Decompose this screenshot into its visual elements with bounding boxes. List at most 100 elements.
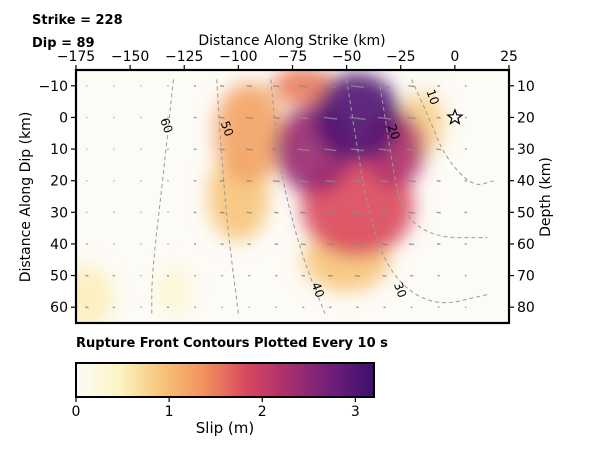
slip-vector — [408, 85, 415, 88]
slip-patch — [273, 70, 334, 105]
slip-vector — [219, 148, 225, 151]
x-tick-label: −100 — [219, 49, 257, 65]
slip-vector — [378, 148, 391, 152]
y-axis-left-ticks: −10 0 10 20 30 40 50 60 — [38, 79, 76, 316]
x-tick-label: −150 — [111, 49, 149, 65]
slip-vector — [298, 116, 309, 120]
slip-vector — [219, 211, 225, 214]
dip-tick-label: 20 — [50, 174, 68, 190]
y-axis-left-title: Distance Along Dip (km) — [18, 112, 34, 283]
x-tick-label: −125 — [165, 49, 203, 65]
hypocenter-star-icon — [446, 108, 464, 125]
slip-patch — [314, 73, 401, 162]
rupture-contour-label: 20 — [384, 122, 402, 141]
plot-background — [76, 70, 509, 323]
rupture-front-contours — [151, 79, 494, 314]
depth-tick-label: 50 — [517, 205, 535, 221]
slip-vector — [298, 85, 308, 88]
contour-caption: Rupture Front Contours Plotted Every 10 … — [76, 336, 388, 351]
slip-vector — [407, 179, 416, 183]
slip-vector — [406, 148, 417, 151]
slip-vector — [324, 148, 337, 152]
colorbar-tick-label: 3 — [351, 404, 360, 420]
x-tick-label: −175 — [57, 49, 95, 65]
x-tick-label: 25 — [500, 49, 518, 65]
x-axis-title: Distance Along Strike (km) — [198, 33, 385, 49]
slip-vector — [273, 85, 280, 88]
slip-vector — [272, 116, 280, 119]
rupture-contour-label: 30 — [391, 280, 409, 299]
slip-vector — [245, 116, 253, 119]
slip-vector — [296, 148, 310, 152]
rupture-contour-label: 10 — [423, 88, 441, 107]
slip-vector — [299, 211, 307, 214]
x-tick-label: −25 — [386, 49, 416, 65]
x-tick-label: 0 — [450, 49, 459, 65]
depth-tick-label: 40 — [517, 174, 535, 190]
y-axis-right-ticks: 10 20 30 40 50 60 70 80 — [509, 79, 535, 316]
slip-vector — [246, 211, 252, 214]
slip-vector — [219, 116, 225, 119]
dip-tick-label: 50 — [50, 269, 68, 285]
dip-tick-label: 10 — [50, 142, 68, 158]
rupture-contour-40 — [270, 79, 326, 314]
dip-tick-label: −10 — [38, 79, 68, 95]
depth-tick-label: 20 — [517, 110, 535, 126]
colorbar-tick-label: 2 — [258, 404, 267, 420]
dip-tick-label: 30 — [50, 205, 68, 221]
colorbar-ticks: 0 1 2 3 — [72, 397, 360, 420]
slip-vector — [353, 243, 362, 246]
depth-tick-label: 70 — [517, 269, 535, 285]
colorbar-tick-label: 1 — [165, 404, 174, 420]
x-tick-label: −50 — [332, 49, 362, 65]
slip-vector — [272, 179, 280, 183]
colorbar — [75, 362, 375, 398]
slip-patch — [156, 266, 191, 317]
rupture-contour-30 — [346, 79, 488, 304]
slip-vector — [325, 179, 336, 183]
x-axis-ticks: −175 −150 −125 −100 −75 −50 −25 0 25 — [57, 49, 518, 70]
slip-vector — [351, 85, 364, 89]
dip-tick-label: 0 — [59, 110, 68, 126]
strike-label: Strike = 228 — [32, 13, 123, 28]
rupture-contour-50 — [216, 79, 239, 314]
rupture-contour-label: 50 — [218, 119, 236, 138]
colorbar-tick-label: 0 — [72, 404, 81, 420]
rupture-contour-60 — [151, 79, 174, 314]
dip-tick-label: 60 — [50, 300, 68, 316]
slip-vector — [379, 211, 390, 215]
rupture-contour-labels: 10 20 30 40 50 60 — [157, 88, 442, 300]
slip-patch — [214, 82, 284, 184]
slip-vector — [352, 179, 363, 183]
dip-label: Dip = 89 — [32, 36, 95, 51]
slip-vector — [354, 274, 360, 277]
depth-tick-label: 30 — [517, 142, 535, 158]
slip-vector — [436, 148, 442, 151]
slip-vector — [327, 274, 333, 277]
slip-vector — [352, 211, 363, 215]
dip-tick-label: 40 — [50, 237, 68, 253]
slip-vector — [245, 148, 253, 151]
slip-vector — [380, 179, 389, 183]
colorbar-label: Slip (m) — [196, 419, 254, 437]
slip-vector — [298, 179, 309, 183]
rupture-contour-label: 40 — [309, 280, 327, 299]
slip-vector — [377, 116, 392, 120]
slip-vector — [380, 243, 389, 246]
slip-vector — [326, 243, 334, 246]
slip-vector — [246, 85, 252, 88]
slip-vector — [379, 85, 390, 88]
slip-vectors — [85, 85, 467, 309]
rupture-contour-label: 60 — [157, 116, 175, 135]
slip-vector — [246, 179, 252, 182]
slip-vector — [408, 243, 415, 246]
depth-tick-label: 10 — [517, 79, 535, 95]
slip-vector — [300, 243, 307, 246]
x-tick-label: −75 — [278, 49, 308, 65]
slip-vector — [325, 85, 336, 88]
slip-patch — [76, 266, 113, 323]
depth-tick-label: 80 — [517, 300, 535, 316]
slip-vector — [408, 211, 415, 214]
slip-vector — [407, 116, 416, 120]
